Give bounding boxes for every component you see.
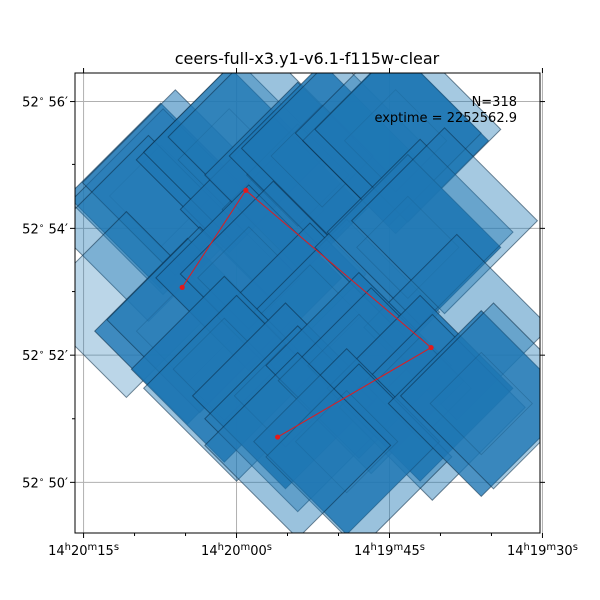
footprint-inner-outline [294,389,399,494]
x-tick-label: 14h20m15s [48,542,119,559]
footprint-inner-outline [429,351,533,456]
chart-title: ceers-full-x3.y1-v6.1-f115w-clear [175,49,440,68]
footprint-rect [326,138,514,326]
footprint [387,309,540,498]
footprint-rect [350,127,539,315]
footprint [294,73,482,227]
count-annotation: N=318 [472,95,517,110]
dither-path-line [181,189,432,438]
footprint [314,73,502,223]
exptime-annotation: exptime = 2252562.9 [374,111,517,126]
footprint [253,348,441,533]
dither-point [428,344,434,351]
x-tick-label: 14h20m00s [201,542,272,559]
exposure-footprints [75,73,540,533]
footprint [326,138,514,326]
dither-point [243,187,249,193]
axis-ticks: 14h20m15s 14h20m00s 14h19m45s 14h19m30s 52∘ … [22,68,578,559]
dither-path [179,187,434,440]
dither-point [275,434,281,440]
footprint-rect [253,348,441,533]
y-tick-label: 52∘ 54′ [22,221,68,237]
x-tick-label: 14h19m45s [354,542,425,559]
dither-point [179,284,185,290]
y-tick-label: 52∘ 56′ [22,95,68,111]
footprint [204,351,392,533]
footprint-rect [314,73,502,223]
footprint-inner-outline [356,195,460,300]
y-tick-label: 52∘ 50′ [22,475,68,491]
footprint-rect [204,351,392,533]
x-tick-label: 14h19m30s [507,542,578,559]
footprint [350,127,539,315]
footprint-inner-outline [343,89,448,193]
footprint-rect [387,309,540,498]
footprint-rect [294,73,482,227]
y-tick-label: 52∘ 52′ [22,348,68,364]
plot-frame [74,72,541,534]
